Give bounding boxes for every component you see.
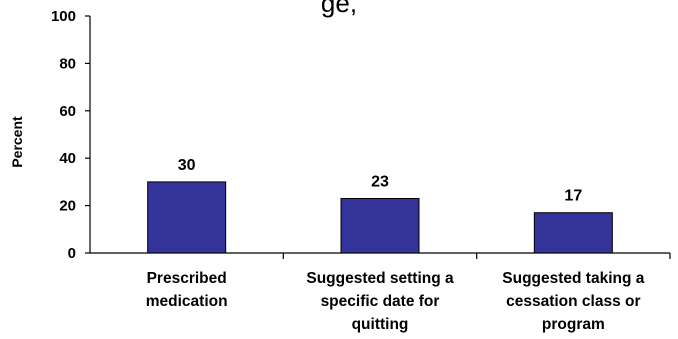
y-tick-label: 40 [59,150,76,167]
category-label: specific date for [321,293,440,310]
category-label: Suggested taking a [502,270,644,287]
chart-title-fragment: ge, [320,0,358,18]
bar [533,212,613,254]
category-label: medication [146,293,228,310]
category-label: Suggested setting a [306,270,454,287]
category-labels: Prescribed medication Suggested setting a s… [146,270,645,333]
data-labels: 30 23 17 [178,157,583,205]
category-label: Prescribed [147,270,227,287]
y-axis: 0 20 40 60 80 100 [51,8,91,262]
y-tick-label: 60 [59,103,76,120]
y-tick-label: 0 [68,245,76,262]
bar-value-label: 17 [564,188,582,205]
y-tick-label: 80 [59,55,76,72]
y-tick-label: 100 [51,8,76,25]
x-axis [90,252,671,259]
category-label: program [542,316,605,333]
category-label: cessation class or [506,293,640,310]
bars [147,181,613,254]
y-axis-label: Percent [9,116,25,168]
bar-value-label: 30 [178,157,196,174]
category-label: quitting [352,316,409,333]
y-tick-label: 20 [59,198,76,215]
bar [147,181,227,254]
bar [340,197,420,254]
bar-value-label: 23 [371,173,389,190]
